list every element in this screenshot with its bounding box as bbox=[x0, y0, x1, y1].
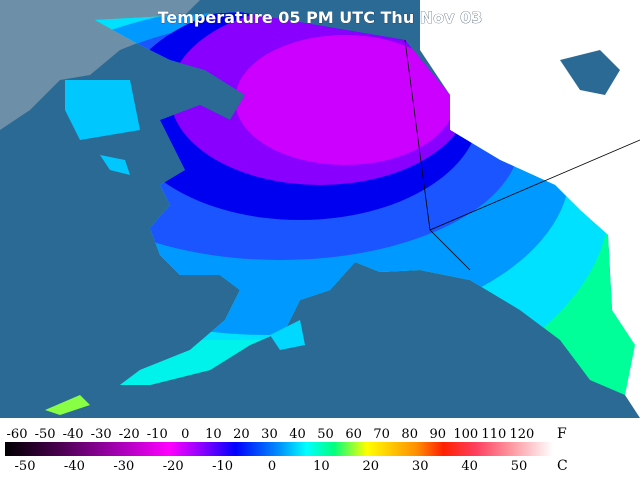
celsius-tick-label: -10 bbox=[212, 459, 233, 474]
celsius-ticks: -50 -40 -30 -20 -10 0 10 20 30 40 50 bbox=[15, 459, 528, 474]
fahrenheit-tick-label: 90 bbox=[429, 427, 446, 442]
fahrenheit-ticks: -60 -50 -40 -30 -20 -10 0 10 20 30 40 50 60 70 80 90 100… bbox=[7, 427, 535, 442]
fahrenheit-tick-label: 70 bbox=[373, 427, 390, 442]
fahrenheit-tick-label: 110 bbox=[481, 427, 506, 442]
celsius-tick-label: 0 bbox=[268, 459, 276, 474]
island bbox=[100, 155, 130, 175]
fahrenheit-tick-label: 40 bbox=[289, 427, 306, 442]
fahrenheit-tick-label: -20 bbox=[119, 427, 140, 442]
fahrenheit-tick-label: 80 bbox=[401, 427, 418, 442]
celsius-tick-label: -40 bbox=[64, 459, 85, 474]
fahrenheit-tick-label: 10 bbox=[205, 427, 222, 442]
fahrenheit-tick-label: 120 bbox=[509, 427, 534, 442]
fahrenheit-unit: F bbox=[557, 426, 567, 442]
color-scale bbox=[5, 442, 553, 456]
map-title: Temperature 05 PM UTC Thu Nov 03 bbox=[158, 8, 483, 27]
celsius-tick-label: 20 bbox=[363, 459, 380, 474]
celsius-tick-label: -50 bbox=[15, 459, 36, 474]
fahrenheit-tick-label: -50 bbox=[35, 427, 56, 442]
fahrenheit-tick-label: 0 bbox=[181, 427, 189, 442]
fahrenheit-tick-label: -30 bbox=[91, 427, 112, 442]
fahrenheit-tick-label: 100 bbox=[453, 427, 478, 442]
celsius-tick-label: 40 bbox=[461, 459, 478, 474]
island bbox=[270, 320, 305, 350]
celsius-unit: C bbox=[557, 458, 568, 474]
fahrenheit-tick-label: -60 bbox=[7, 427, 28, 442]
st-lawrence-island-area bbox=[65, 80, 140, 140]
island bbox=[45, 395, 90, 415]
celsius-tick-label: 10 bbox=[313, 459, 330, 474]
border-line bbox=[404, 39, 640, 271]
celsius-tick-label: 30 bbox=[412, 459, 429, 474]
fahrenheit-tick-label: 60 bbox=[345, 427, 362, 442]
celsius-tick-label: 50 bbox=[511, 459, 528, 474]
fahrenheit-tick-label: -10 bbox=[147, 427, 168, 442]
celsius-tick-label: -20 bbox=[163, 459, 184, 474]
canada-land bbox=[420, 0, 640, 418]
fahrenheit-tick-label: 50 bbox=[317, 427, 334, 442]
celsius-tick-label: -30 bbox=[113, 459, 134, 474]
fahrenheit-tick-label: 30 bbox=[261, 427, 278, 442]
lake bbox=[560, 50, 620, 95]
fahrenheit-tick-label: 20 bbox=[233, 427, 250, 442]
fahrenheit-tick-label: -40 bbox=[63, 427, 84, 442]
